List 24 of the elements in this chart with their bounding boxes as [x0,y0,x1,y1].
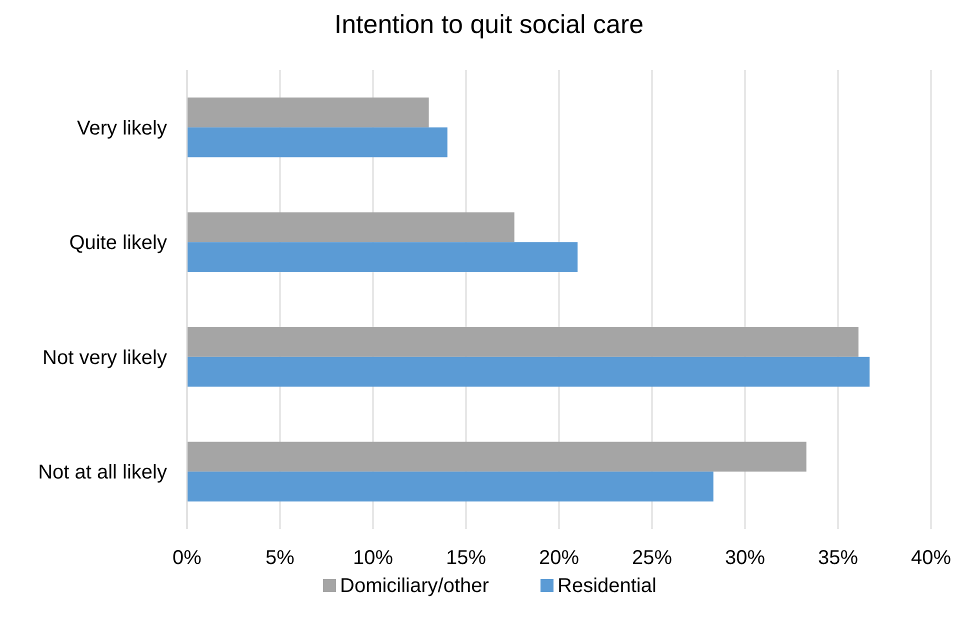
y-tick-label: Quite likely [69,232,167,254]
y-tick-label: Very likely [76,117,167,140]
x-tick-label: 15% [446,547,486,569]
bar [187,98,429,128]
legend-label: Residential [558,575,656,597]
bar [187,442,806,472]
x-tick-label: 40% [910,547,952,569]
bar [187,242,578,272]
x-tick-label: 10% [352,547,394,569]
chart-title: Intention to quit social care [334,9,644,39]
bar [187,327,858,357]
x-tick-label: 25% [632,547,672,569]
x-tick-label: 30% [724,547,766,569]
bar [187,212,514,242]
y-tick-label: Not very likely [42,346,167,369]
bar [187,356,870,387]
bar [187,472,714,502]
x-tick-label: 20% [538,547,580,569]
x-tick-label: 0% [172,547,202,569]
bar [187,127,448,158]
x-tick-label: 5% [266,547,295,569]
legend-label: Domiciliary/other [340,575,490,597]
y-tick-label: Not at all likely [38,462,167,484]
x-tick-label: 35% [818,547,858,569]
